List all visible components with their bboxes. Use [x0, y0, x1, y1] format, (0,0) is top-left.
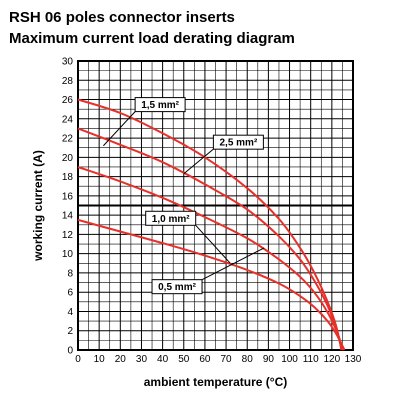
series-line	[77, 98, 343, 351]
series-labels: 1,5 mm² 2,5 mm² 1,0 mm² 0,5 mm²	[103, 97, 265, 295]
chart-title: RSH 06 poles connector inserts	[9, 9, 235, 26]
label-box	[145, 210, 197, 226]
x-tick-label: 10	[94, 354, 106, 365]
series-label: 1,5 mm²	[141, 100, 179, 111]
series-lines	[77, 98, 346, 351]
chart-subtitle: Maximum current load derating diagram	[9, 30, 295, 47]
label-leader-line	[195, 224, 231, 264]
series-line	[77, 127, 344, 351]
x-tick-label: 110	[303, 354, 319, 365]
label-box	[212, 134, 264, 150]
x-tick-label: 90	[263, 354, 275, 365]
x-tick-label: 80	[242, 354, 254, 365]
y-tick-label: 26	[62, 95, 74, 106]
x-tick-label: 30	[136, 354, 148, 365]
label-box	[151, 279, 203, 295]
x-tick-label: 100	[281, 354, 298, 365]
series-label: 2,5 mm²	[219, 138, 257, 149]
y-tick-label: 6	[67, 288, 73, 299]
label-box	[134, 97, 186, 113]
x-tick-label: 60	[199, 354, 211, 365]
grid	[77, 60, 354, 351]
series-label: 1,0 mm²	[152, 214, 190, 225]
y-tick-label: 0	[67, 346, 73, 357]
y-tick-label: 24	[62, 114, 74, 125]
label-leader-line	[183, 148, 214, 175]
y-tick-label: 16	[62, 191, 74, 202]
label-leader-line	[103, 111, 136, 147]
y-tick-label: 18	[62, 172, 74, 183]
x-tick-label: 120	[324, 354, 341, 365]
x-tick-label: 50	[178, 354, 190, 365]
x-tick-label: 70	[221, 354, 233, 365]
y-tick-label: 14	[62, 211, 74, 222]
plot-frame	[77, 60, 354, 351]
label-leader-line	[201, 247, 265, 281]
y-tick-label: 2	[67, 326, 73, 337]
x-tick-label: 0	[75, 354, 81, 365]
x-tick-label: 130	[345, 354, 362, 365]
x-tick-label: 40	[157, 354, 169, 365]
series-line	[77, 218, 346, 351]
y-tick-label: 30	[62, 57, 74, 68]
y-tick-label: 12	[62, 230, 74, 241]
series-label: 0,5 mm²	[158, 282, 196, 293]
x-axis-label: ambient temperature (°C)	[144, 375, 288, 389]
y-tick-label: 4	[67, 307, 73, 318]
series-line	[77, 166, 345, 351]
y-tick-label: 8	[67, 268, 73, 279]
y-tick-label: 10	[62, 249, 74, 260]
y-tick-label: 22	[62, 134, 74, 145]
y-tick-label: 20	[62, 153, 74, 164]
x-tick-label: 20	[115, 354, 127, 365]
y-tick-label: 28	[62, 76, 74, 87]
y-axis-label: working current (A)	[31, 150, 45, 262]
